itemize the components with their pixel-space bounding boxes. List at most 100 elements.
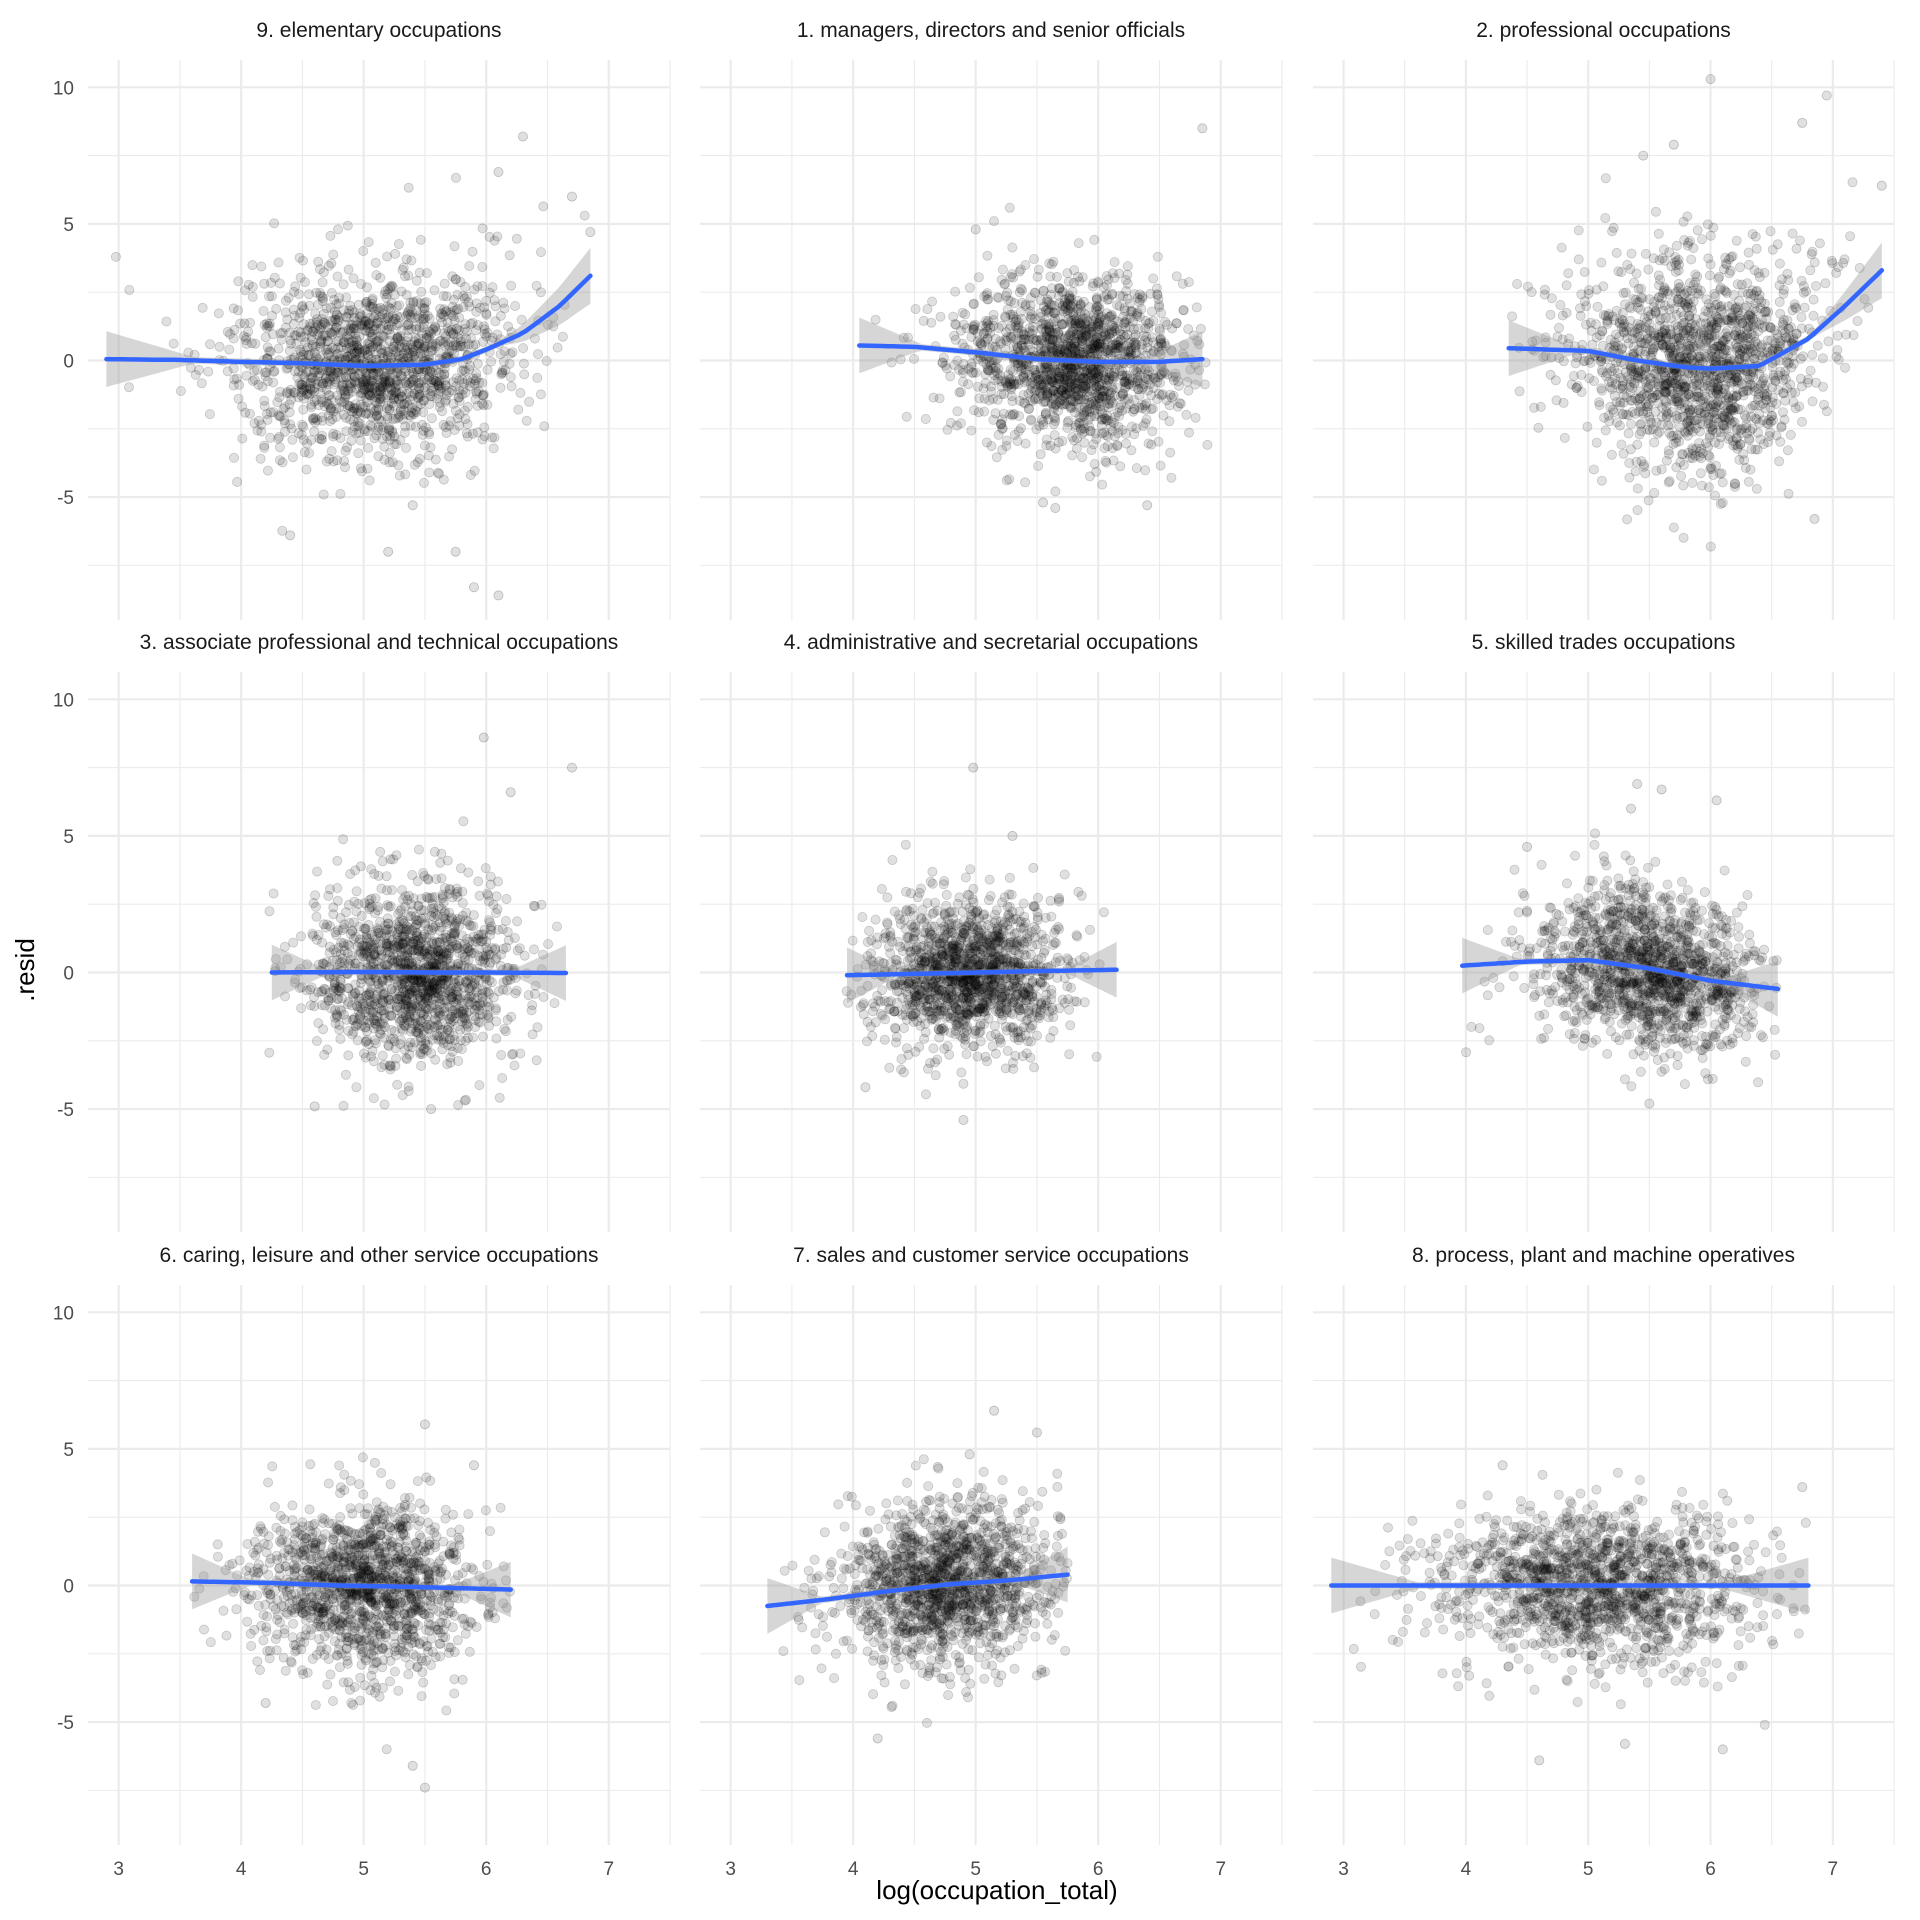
scatter-point bbox=[296, 1003, 307, 1014]
scatter-point bbox=[1137, 402, 1148, 413]
scatter-point bbox=[405, 394, 416, 405]
scatter-point bbox=[1663, 445, 1674, 456]
scatter-point bbox=[204, 339, 215, 350]
scatter-point bbox=[461, 326, 472, 337]
scatter-point bbox=[364, 475, 375, 486]
scatter-point bbox=[997, 264, 1008, 275]
scatter-point bbox=[389, 387, 400, 398]
scatter-point bbox=[274, 392, 285, 403]
scatter-point bbox=[1556, 242, 1567, 253]
scatter-point bbox=[1147, 426, 1158, 437]
scatter-point bbox=[400, 378, 411, 389]
scatter-point bbox=[273, 343, 284, 354]
scatter-point bbox=[1089, 234, 1100, 245]
scatter-point bbox=[1047, 375, 1058, 386]
scatter-point bbox=[942, 424, 953, 435]
scatter-point bbox=[535, 389, 546, 400]
scatter-point bbox=[1745, 320, 1756, 331]
scatter-point bbox=[1820, 278, 1831, 289]
facet-panel: 3. associate professional and technical … bbox=[53, 631, 671, 1232]
scatter-point bbox=[901, 411, 912, 422]
scatter-point bbox=[515, 387, 526, 398]
scatter-point bbox=[262, 376, 273, 387]
scatter-point bbox=[399, 271, 410, 282]
scatter-point bbox=[478, 400, 489, 411]
scatter-point bbox=[1783, 488, 1794, 499]
scatter-point bbox=[1755, 379, 1766, 390]
scatter-point bbox=[344, 400, 355, 411]
scatter-point bbox=[1684, 323, 1695, 334]
scatter-point bbox=[1115, 461, 1126, 472]
scatter-point bbox=[1041, 305, 1052, 316]
scatter-point bbox=[1640, 468, 1651, 479]
scatter-point bbox=[318, 489, 329, 500]
scatter-point bbox=[870, 314, 881, 325]
scatter-point bbox=[324, 390, 335, 401]
scatter-point bbox=[1077, 272, 1088, 283]
scatter-point bbox=[1057, 435, 1068, 446]
scatter-point bbox=[346, 343, 357, 354]
scatter-point bbox=[996, 320, 1007, 331]
scatter-point bbox=[952, 406, 963, 417]
scatter-point bbox=[250, 338, 261, 349]
scatter-point bbox=[469, 284, 480, 295]
scatter-point bbox=[358, 375, 369, 386]
scatter-point bbox=[1554, 322, 1565, 333]
scatter-point bbox=[422, 310, 433, 321]
scatter-point bbox=[423, 450, 434, 461]
scatter-point bbox=[1062, 422, 1073, 433]
scatter-point bbox=[459, 378, 470, 389]
scatter-point bbox=[1612, 368, 1623, 379]
scatter-point bbox=[1040, 409, 1051, 420]
scatter-point bbox=[421, 268, 432, 279]
scatter-point bbox=[1682, 341, 1693, 352]
scatter-point bbox=[1732, 279, 1743, 290]
scatter-point bbox=[391, 301, 402, 312]
scatter-point bbox=[1152, 290, 1163, 301]
scatter-point bbox=[341, 292, 352, 303]
scatter-point bbox=[1694, 378, 1705, 389]
scatter-point bbox=[1805, 365, 1816, 376]
scatter-point bbox=[1626, 248, 1637, 259]
scatter-point bbox=[378, 422, 389, 433]
scatter-point bbox=[1772, 333, 1783, 344]
scatter-point bbox=[1085, 367, 1096, 378]
scatter-point bbox=[1647, 347, 1658, 358]
scatter-point bbox=[510, 300, 521, 311]
scatter-point bbox=[266, 291, 277, 302]
scatter-point bbox=[1138, 330, 1149, 341]
scatter-point bbox=[392, 331, 403, 342]
scatter-point bbox=[284, 327, 295, 338]
scatter-point bbox=[1089, 405, 1100, 416]
scatter-point bbox=[1077, 452, 1088, 463]
scatter-point bbox=[1157, 389, 1168, 400]
scatter-point bbox=[1600, 212, 1611, 223]
scatter-point bbox=[435, 303, 446, 314]
scatter-point bbox=[289, 366, 300, 377]
scatter-point bbox=[1616, 322, 1627, 333]
scatter-point bbox=[999, 389, 1010, 400]
scatter-point bbox=[1726, 370, 1737, 381]
scatter-point bbox=[1067, 450, 1078, 461]
scatter-point bbox=[411, 320, 422, 331]
scatter-point bbox=[338, 337, 349, 348]
scatter-point bbox=[1661, 379, 1672, 390]
scatter-point bbox=[284, 407, 295, 418]
scatter-point bbox=[400, 469, 411, 480]
scatter-point bbox=[351, 383, 362, 394]
scatter-point bbox=[1710, 490, 1721, 501]
scatter-point bbox=[489, 295, 500, 306]
scatter-point bbox=[406, 255, 417, 266]
scatter-point bbox=[1695, 426, 1706, 437]
scatter-point bbox=[472, 281, 483, 292]
scatter-point bbox=[448, 294, 459, 305]
scatter-point bbox=[957, 338, 968, 349]
scatter-point bbox=[497, 365, 508, 376]
scatter-point bbox=[477, 281, 488, 292]
scatter-point bbox=[1007, 242, 1018, 253]
scatter-point bbox=[1770, 376, 1781, 387]
scatter-point bbox=[992, 292, 1003, 303]
scatter-point bbox=[453, 332, 464, 343]
scatter-point-outlier bbox=[566, 191, 577, 202]
scatter-point bbox=[1682, 285, 1693, 296]
